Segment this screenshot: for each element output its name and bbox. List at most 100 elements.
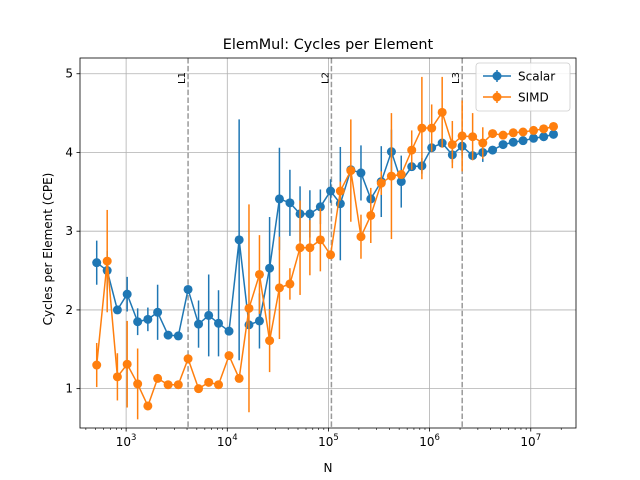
y-tick-label: 1	[65, 382, 73, 396]
scalar-point	[529, 133, 539, 143]
scalar-point	[153, 307, 163, 317]
scalar-line	[96, 133, 554, 337]
simd-point	[529, 125, 539, 135]
x-tick-label: 104	[217, 433, 238, 449]
scalar-point	[194, 319, 204, 329]
vline-label-l1: L1	[177, 72, 188, 84]
simd-point	[224, 351, 234, 361]
scalar-point	[133, 317, 143, 327]
simd-point	[508, 128, 518, 138]
scalar-point	[214, 318, 224, 328]
simd-point	[498, 130, 508, 140]
scalar-point	[183, 284, 193, 294]
simd-point	[204, 377, 214, 387]
x-tick-label: 106	[419, 433, 440, 449]
simd-point	[417, 123, 427, 133]
legend-label-simd: SIMD	[518, 91, 549, 105]
x-tick-label: 107	[520, 433, 541, 449]
scalar-point	[285, 198, 295, 208]
simd-point	[518, 127, 528, 137]
simd-point	[183, 354, 193, 364]
scalar-point	[265, 263, 275, 273]
scalar-point	[122, 289, 132, 299]
scalar-point	[163, 330, 173, 340]
simd-point	[295, 243, 305, 253]
scalar-point	[204, 310, 214, 320]
simd-point	[244, 303, 254, 313]
axes-frame	[79, 57, 577, 429]
plot-area: L1 L2 L3 103 104 105 106 107 1 2 3 4 5	[65, 57, 577, 449]
scalar-point	[254, 316, 264, 326]
scalar-point	[488, 145, 498, 155]
simd-point	[407, 145, 417, 155]
simd-point	[326, 250, 336, 260]
scalar-point	[396, 177, 406, 187]
scalar-point	[518, 136, 528, 146]
simd-point	[346, 166, 356, 176]
simd-point	[386, 171, 396, 181]
x-tick-label: 105	[318, 433, 339, 449]
simd-point	[112, 372, 122, 382]
simd-point	[305, 243, 315, 253]
simd-point	[427, 123, 437, 133]
simd-point	[457, 131, 467, 141]
simd-point	[366, 210, 376, 220]
vline-label-l2: L2	[320, 72, 331, 84]
simd-point	[548, 121, 558, 131]
simd-point	[102, 256, 112, 266]
simd-point	[265, 336, 275, 346]
simd-line	[95, 111, 554, 407]
simd-point	[214, 380, 224, 390]
simd-point	[133, 379, 143, 389]
legend-marker-scalar	[492, 71, 502, 81]
simd-point	[315, 235, 325, 245]
y-tick-label: 2	[65, 303, 73, 317]
simd-point	[478, 138, 488, 148]
simd-point	[194, 384, 204, 394]
scalar-point	[112, 305, 122, 315]
x-tick-label: 103	[116, 433, 137, 449]
simd-point	[122, 359, 132, 369]
simd-point	[163, 380, 173, 390]
simd-point	[254, 269, 264, 279]
simd-point	[234, 373, 244, 383]
scalar-point	[234, 235, 244, 245]
simd-point	[143, 401, 153, 411]
y-axis-label: Cycles per Element (CPE)	[41, 173, 55, 326]
scalar-point	[305, 209, 315, 219]
scalar-point	[315, 202, 325, 212]
simd-point	[437, 107, 447, 117]
simd-point	[153, 373, 163, 383]
simd-point	[274, 283, 284, 293]
simd-point	[539, 124, 549, 134]
legend-marker-simd	[492, 92, 502, 102]
scalar-point	[173, 331, 183, 341]
legend: Scalar SIMD	[475, 62, 571, 112]
scalar-point	[224, 326, 234, 336]
scalar-point	[539, 132, 549, 142]
simd-point	[376, 178, 386, 188]
simd-point	[92, 360, 102, 370]
simd-point	[447, 140, 457, 150]
simd-point	[335, 186, 345, 196]
scalar-point	[274, 194, 284, 204]
chart-title: ElemMul: Cycles per Element	[223, 37, 434, 53]
scalar-point	[548, 129, 558, 139]
scalar-point	[92, 258, 102, 268]
simd-point	[488, 129, 498, 139]
scalar-point	[143, 314, 153, 324]
scalar-point	[498, 140, 508, 150]
simd-point	[396, 170, 406, 180]
simd-point	[468, 132, 478, 142]
simd-point	[356, 232, 366, 242]
scalar-point	[326, 186, 336, 196]
y-tick-label: 4	[65, 145, 73, 159]
x-axis-label: N	[324, 461, 333, 475]
y-tick-label: 5	[65, 67, 73, 81]
vline-label-l3: L3	[451, 72, 462, 84]
legend-label-scalar: Scalar	[518, 70, 555, 84]
scalar-point	[356, 168, 366, 178]
scalar-point	[508, 137, 518, 147]
series-simd	[92, 76, 558, 420]
